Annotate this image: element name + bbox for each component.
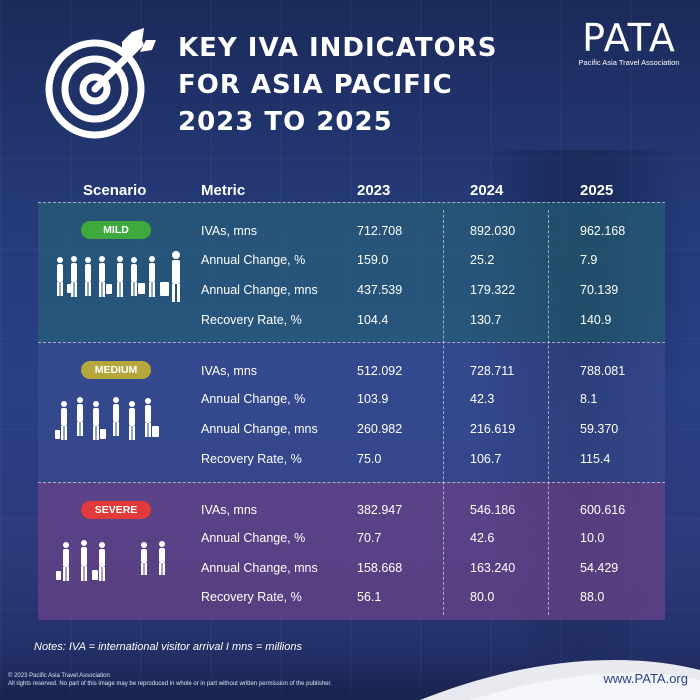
footnote: Notes: IVA = international visitor arriv…: [34, 641, 302, 653]
metric-label: Annual Change, mns: [201, 283, 318, 297]
value-2024: 25.2: [470, 253, 495, 267]
travelers-icon: [57, 251, 180, 302]
value-2024: 106.7: [470, 452, 502, 466]
travelers-icon: [56, 540, 165, 581]
page-title: KEY IVA INDICATORS FOR ASIA PACIFIC 2023…: [178, 30, 497, 141]
copyright-line-1: © 2023 Pacific Asia Travel Association: [8, 673, 110, 679]
metric-label: Recovery Rate, %: [201, 590, 302, 604]
value-2023: 75.0: [357, 452, 382, 466]
title-line-1: KEY IVA INDICATORS: [178, 33, 498, 63]
value-2024: 216.619: [470, 422, 516, 436]
divider-col-2024: [443, 210, 444, 615]
metric-label: Annual Change, %: [201, 392, 306, 406]
metric-label: Recovery Rate, %: [201, 313, 302, 327]
title-line-3: 2023 TO 2025: [178, 107, 393, 137]
value-2025: 59.370: [580, 422, 619, 436]
value-2023: 158.668: [357, 561, 403, 575]
scenario-badge-medium: MEDIUM: [81, 361, 151, 379]
value-2025: 7.9: [580, 253, 598, 267]
metric-label: IVAs, mns: [201, 364, 258, 378]
column-header-2025: 2025: [580, 182, 614, 199]
value-2025: 962.168: [580, 224, 626, 238]
value-2024: 892.030: [470, 224, 516, 238]
value-2025: 10.0: [580, 531, 605, 545]
column-header-2024: 2024: [470, 182, 504, 199]
column-header-metric: Metric: [201, 182, 246, 199]
value-2023: 70.7: [357, 531, 382, 545]
value-2024: 728.711: [470, 364, 515, 378]
metric-label: Annual Change, %: [201, 253, 306, 267]
divider-top: [38, 202, 665, 203]
value-2023: 512.092: [357, 364, 403, 378]
value-2024: 179.322: [470, 283, 516, 297]
divider-mild-medium: [38, 342, 665, 343]
metric-label: IVAs, mns: [201, 503, 258, 517]
value-2023: 159.0: [357, 253, 389, 267]
title-line-2: FOR ASIA PACIFIC: [178, 70, 453, 100]
value-2025: 140.9: [580, 313, 612, 327]
value-2023: 56.1: [357, 590, 382, 604]
value-2024: 130.7: [470, 313, 502, 327]
divider-medium-severe: [38, 482, 665, 483]
divider-col-2025: [548, 210, 549, 615]
value-2023: 104.4: [357, 313, 389, 327]
scenario-badge-severe: SEVERE: [81, 501, 151, 519]
pata-logo: PATA Pacific Asia Travel Association: [568, 16, 690, 67]
value-2025: 54.429: [580, 561, 619, 575]
value-2025: 115.4: [580, 452, 611, 466]
column-header-2023: 2023: [357, 182, 391, 199]
scenario-badge-mild: MILD: [81, 221, 151, 239]
value-2025: 70.139: [580, 283, 619, 297]
value-2025: 8.1: [580, 392, 598, 406]
travelers-icon: [55, 397, 159, 440]
value-2023: 260.982: [357, 422, 403, 436]
metric-label: Annual Change, mns: [201, 422, 318, 436]
value-2024: 163.240: [470, 561, 516, 575]
target-arrow-icon: [45, 28, 156, 139]
value-2023: 382.947: [357, 503, 403, 517]
metric-label: Annual Change, %: [201, 531, 306, 545]
metric-label: IVAs, mns: [201, 224, 258, 238]
logo-word: PATA: [582, 16, 676, 60]
value-2025: 600.616: [580, 503, 626, 517]
copyright-line-2: All rights reserved. No part of this ima…: [8, 681, 332, 687]
value-2023: 712.708: [357, 224, 403, 238]
website-link[interactable]: www.PATA.org: [603, 671, 688, 686]
value-2023: 103.9: [357, 392, 389, 406]
logo-tagline: Pacific Asia Travel Association: [578, 58, 680, 67]
value-2024: 80.0: [470, 590, 495, 604]
footer-wave: [420, 660, 700, 700]
value-2024: 42.3: [470, 392, 495, 406]
column-header-scenario: Scenario: [83, 182, 147, 199]
value-2024: 546.186: [470, 503, 516, 517]
value-2024: 42.6: [470, 531, 495, 545]
metric-label: Annual Change, mns: [201, 561, 318, 575]
value-2025: 88.0: [580, 590, 605, 604]
value-2025: 788.081: [580, 364, 626, 378]
metric-label: Recovery Rate, %: [201, 452, 302, 466]
copyright-notice: © 2023 Pacific Asia Travel Association A…: [8, 672, 332, 688]
value-2023: 437.539: [357, 283, 403, 297]
